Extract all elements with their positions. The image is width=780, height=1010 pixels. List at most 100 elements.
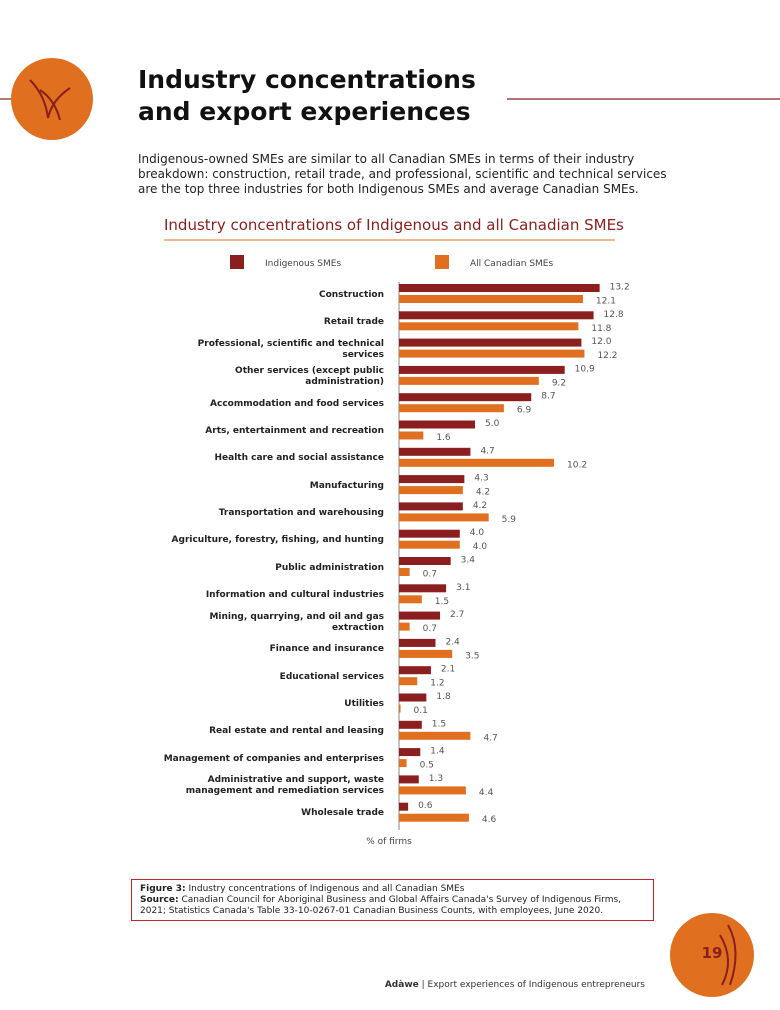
bar	[399, 595, 422, 604]
bar	[399, 458, 555, 467]
caption-label: Figure 3:	[140, 884, 186, 894]
bar	[399, 748, 421, 757]
bar	[399, 802, 409, 811]
footer-brand: Adàwe	[384, 980, 419, 990]
category-label: Wholesale trade	[301, 808, 384, 819]
footer-text: Export experiences of Indigenous entrepr…	[427, 980, 645, 990]
value-label: 1.4	[430, 747, 445, 757]
bar	[399, 447, 471, 456]
bar	[399, 284, 600, 292]
value-label: 9.2	[552, 378, 566, 388]
bar	[399, 338, 582, 347]
logo-art	[29, 79, 71, 121]
footer: Adàwe | Export experiences of Indigenous…	[384, 980, 645, 990]
value-label: 0.7	[423, 624, 437, 634]
legend-label: All Canadian SMEs	[470, 259, 553, 269]
value-label: 1.8	[436, 692, 451, 702]
value-label: 3.5	[465, 651, 479, 661]
bar	[399, 813, 469, 822]
value-label: 10.9	[575, 364, 595, 374]
category-label: Transportation and warehousing	[218, 507, 384, 518]
value-label: 5.0	[485, 419, 500, 429]
value-label: 4.6	[482, 815, 497, 825]
bar	[399, 775, 419, 784]
intro-text: Indigenous-owned SMEs are similar to all…	[138, 152, 667, 196]
value-label: 8.7	[541, 392, 555, 402]
value-label: 1.6	[436, 433, 451, 443]
value-label: 6.9	[517, 406, 532, 416]
bar	[399, 677, 418, 686]
bar	[399, 720, 422, 729]
value-label: 12.1	[596, 297, 616, 307]
category-label: Information and cultural industries	[205, 589, 384, 600]
bar	[399, 540, 460, 549]
page-art	[719, 924, 737, 986]
bar	[399, 420, 475, 429]
source-label: Source:	[140, 895, 179, 905]
legend-swatch	[435, 255, 449, 269]
value-label: 1.5	[435, 597, 449, 607]
bar	[399, 704, 401, 713]
value-label: 4.3	[474, 474, 488, 484]
bar	[399, 584, 447, 593]
category-label: Retail trade	[323, 316, 384, 327]
bar	[399, 295, 583, 303]
category-label: Agriculture, forestry, fishing, and hunt…	[171, 535, 384, 546]
value-label: 0.1	[414, 706, 428, 716]
bar	[399, 486, 463, 495]
value-label: 11.8	[591, 324, 611, 334]
value-label: 0.7	[423, 570, 437, 580]
value-label: 1.5	[432, 719, 446, 729]
bar	[399, 404, 504, 413]
caption-text: Industry concentrations of Indigenous an…	[188, 884, 465, 894]
value-label: 0.6	[418, 801, 433, 811]
bar	[399, 376, 539, 385]
value-label: 1.2	[430, 679, 444, 689]
value-label: 4.7	[483, 733, 497, 743]
value-label: 4.0	[470, 528, 485, 538]
bar	[399, 311, 594, 320]
category-label: Other services (except public administra…	[235, 365, 384, 387]
page-title: Industry concentrations and export exper…	[138, 65, 476, 126]
bar	[399, 759, 407, 768]
bar	[399, 502, 463, 511]
category-label: Mining, quarrying, and oil and gas extra…	[209, 611, 384, 633]
bar	[399, 529, 460, 538]
value-label: 0.5	[420, 761, 434, 771]
bar	[399, 322, 579, 331]
value-label: 2.7	[450, 610, 464, 620]
value-label: 12.8	[604, 310, 624, 320]
bar	[399, 649, 453, 658]
category-label: Health care and social assistance	[214, 453, 384, 464]
bar	[399, 557, 451, 565]
source-text: Canadian Council for Aboriginal Business…	[140, 895, 622, 916]
category-label: Finance and insurance	[269, 644, 384, 655]
category-label: Educational services	[279, 671, 384, 682]
bar	[399, 666, 431, 675]
category-label: Manufacturing	[309, 480, 384, 491]
value-label: 10.2	[567, 460, 587, 470]
value-label: 5.9	[502, 515, 517, 525]
x-axis-label: % of firms	[366, 837, 412, 847]
bar	[399, 393, 532, 402]
value-label: 4.0	[473, 542, 488, 552]
value-label: 12.2	[597, 351, 617, 361]
category-label: Utilities	[344, 699, 384, 709]
value-label: 12.0	[591, 337, 611, 347]
bar	[399, 568, 410, 576]
value-label: 4.7	[480, 446, 494, 456]
chart-title: Industry concentrations of Indigenous an…	[164, 216, 624, 234]
value-label: 4.2	[476, 488, 490, 498]
bar	[399, 693, 427, 702]
bar	[399, 365, 565, 374]
value-label: 3.1	[456, 583, 470, 593]
chart: Indigenous SMEs All Canadian SMEs 13.2 12.1…	[230, 255, 630, 847]
value-label: 3.4	[461, 556, 476, 566]
bar	[399, 638, 436, 647]
category-label: Public administration	[275, 562, 384, 573]
bar	[399, 611, 441, 620]
category-label: Professional, scientific and technical s…	[197, 338, 384, 360]
bar	[399, 431, 424, 440]
